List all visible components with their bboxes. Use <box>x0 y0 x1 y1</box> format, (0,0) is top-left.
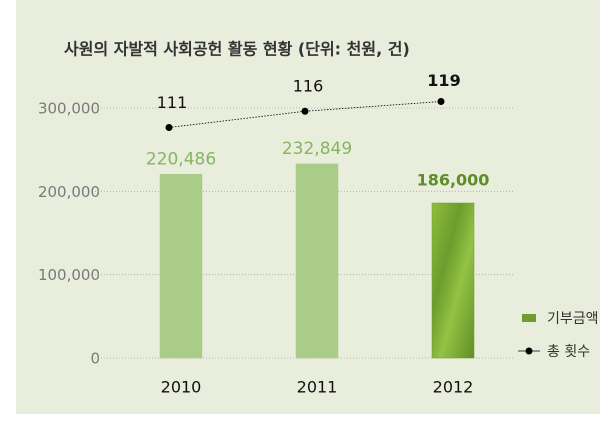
bar <box>159 174 203 359</box>
bar <box>431 202 475 359</box>
y-tick-label: 100,000 <box>38 266 100 284</box>
count-point <box>165 123 173 131</box>
count-line <box>168 101 442 128</box>
chart-title: 사원의 자발적 사회공헌 활동 현황 (단위: 천원, 건) <box>64 40 410 59</box>
count-label: 119 <box>427 71 460 90</box>
bar <box>295 163 339 359</box>
legend-swatch-dot <box>525 347 533 355</box>
count-point <box>437 98 445 106</box>
count-label: 116 <box>293 77 324 96</box>
y-tick-label: 200,000 <box>38 183 100 201</box>
x-tick-label: 2012 <box>433 378 474 397</box>
x-tick-label: 2011 <box>297 378 338 397</box>
y-tick-label: 300,000 <box>38 100 100 118</box>
bar-value-label: 232,849 <box>282 139 352 159</box>
legend-label: 기부금액 <box>547 311 599 327</box>
legend-swatch <box>522 314 536 322</box>
bar-value-label: 186,000 <box>417 171 490 190</box>
y-tick-label: 0 <box>90 350 100 368</box>
x-tick-label: 2010 <box>161 378 202 397</box>
count-label: 111 <box>157 93 188 112</box>
legend-label: 총 횟수 <box>547 344 590 360</box>
bar-value-label: 220,486 <box>146 149 216 169</box>
count-point <box>301 107 309 115</box>
